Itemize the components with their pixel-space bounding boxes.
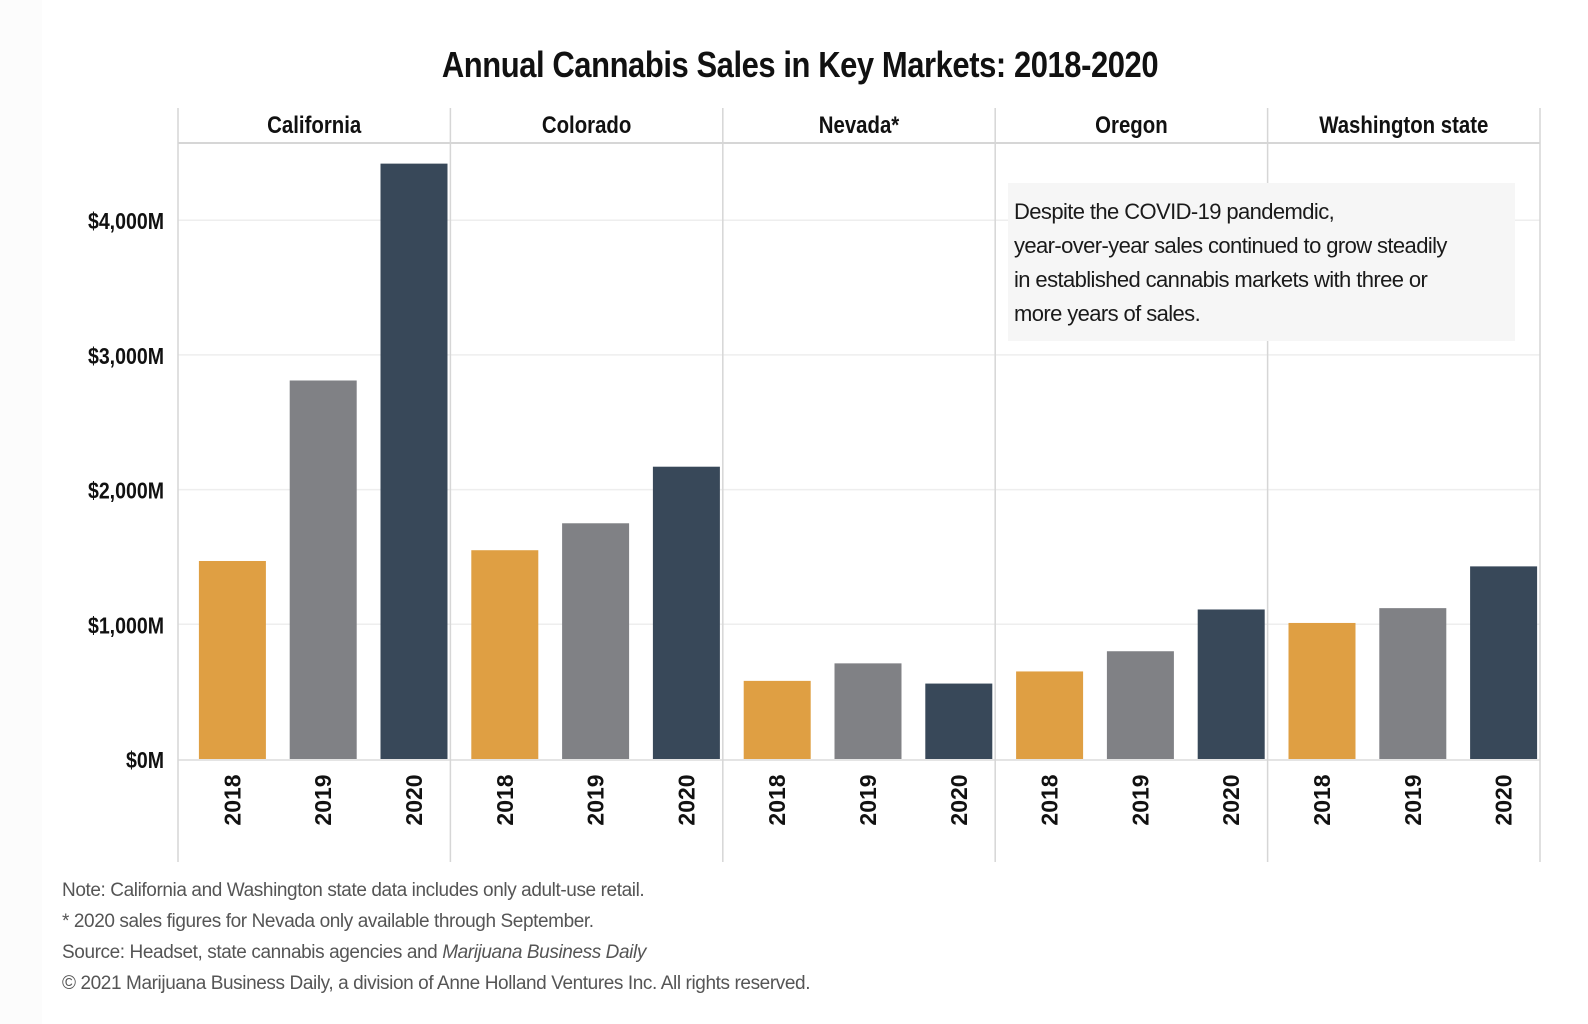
bar-2020 (1197, 609, 1265, 759)
annotation-line: more years of sales. (1014, 301, 1201, 326)
bar-2019 (1379, 608, 1447, 759)
bar-2019 (562, 523, 630, 759)
panel-header: Colorado (542, 111, 632, 138)
bar-2020 (652, 466, 720, 759)
panel-header: Oregon (1095, 111, 1168, 138)
source-text: Source: Headset, state cannabis agencies… (62, 942, 443, 963)
x-tick-label: 2020 (673, 774, 699, 825)
annotation-box: Despite the COVID-19 pandemdic, year-ove… (1008, 183, 1515, 341)
y-tick-label: $0M (126, 748, 164, 774)
footnote-source: Source: Headset, state cannabis agencies… (62, 937, 810, 968)
bar-2020 (1470, 566, 1538, 759)
bar-2018 (1016, 671, 1084, 759)
x-tick-label: 2018 (1309, 774, 1335, 825)
bar-2020 (925, 683, 993, 759)
bar-2019 (1106, 651, 1174, 759)
panels: California 2018 2019 2020 Colorado 2018 2019 20… (177, 108, 1541, 862)
panel-header: California (267, 111, 362, 138)
x-tick-label: 2020 (1491, 774, 1517, 825)
chart-title: Annual Cannabis Sales in Key Markets: 20… (441, 44, 1159, 85)
panel-header: Nevada* (819, 111, 900, 138)
x-tick-label: 2019 (855, 774, 881, 825)
x-tick-label: 2019 (1127, 774, 1153, 825)
left-margin-strip (0, 0, 42, 1024)
y-axis: $0M $1,000M $2,000M $3,000M $4,000M (88, 209, 164, 774)
x-tick-label: 2019 (310, 774, 336, 825)
footnote-nevada: * 2020 sales figures for Nevada only ava… (62, 911, 594, 932)
x-tick-label: 2018 (1037, 774, 1063, 825)
panel-california: California 2018 2019 2020 (198, 111, 448, 826)
x-tick-label: 2019 (583, 774, 609, 825)
y-tick-label: $2,000M (88, 478, 164, 504)
x-tick-label: 2018 (219, 774, 245, 825)
x-tick-label: 2020 (1218, 774, 1244, 825)
y-tick-label: $1,000M (88, 613, 164, 639)
bar-2020 (380, 163, 448, 760)
annotation-line: Despite the COVID-19 pandemdic, (1014, 199, 1335, 224)
annotation-line: in established cannabis markets with thr… (1014, 267, 1428, 292)
y-tick-label: $4,000M (88, 209, 164, 235)
bar-2018 (743, 680, 811, 759)
panel-header: Washington state (1319, 111, 1488, 138)
bar-2019 (834, 663, 902, 759)
x-tick-label: 2018 (492, 774, 518, 825)
footnote-copyright: © 2021 Marijuana Business Daily, a divis… (62, 973, 811, 994)
bar-2018 (1288, 622, 1356, 759)
panel-washington-state: Washington state 2018 2019 2020 (1288, 111, 1538, 826)
footnote-note: Note: California and Washington state da… (62, 880, 645, 901)
source-publication: Marijuana Business Daily (442, 942, 646, 963)
bar-2019 (289, 380, 357, 759)
x-tick-label: 2020 (946, 774, 972, 825)
bar-2018 (471, 550, 539, 759)
x-tick-label: 2019 (1400, 774, 1426, 825)
annotation-line: year-over-year sales continued to grow s… (1014, 233, 1447, 258)
y-tick-label: $3,000M (88, 343, 164, 369)
panel-colorado: Colorado 2018 2019 2020 (471, 111, 720, 826)
panel-nevada: Nevada* 2018 2019 2020 (743, 111, 993, 826)
footnotes: Note: California and Washington state da… (62, 875, 810, 999)
panel-oregon: Oregon 2018 2019 2020 (1016, 111, 1265, 826)
bar-2018 (198, 560, 266, 759)
x-tick-label: 2018 (764, 774, 790, 825)
x-tick-label: 2020 (401, 774, 427, 825)
